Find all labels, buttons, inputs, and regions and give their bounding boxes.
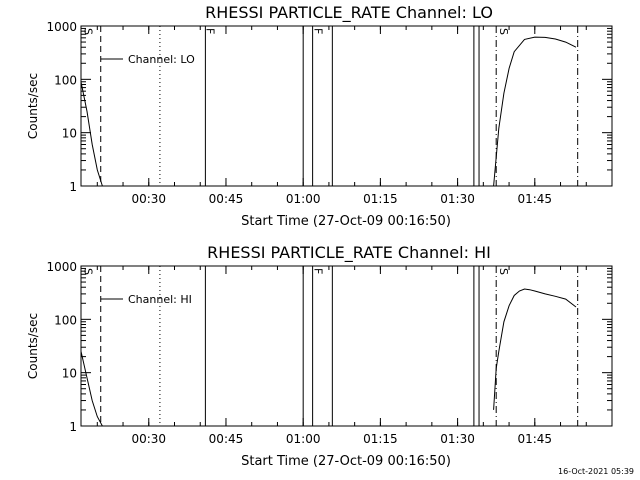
axis-ticks-lo: 00:30 00:45 01:00 01:15 01:30 01:45 1 10 100 1000 [46, 20, 613, 206]
y-tick-label: 10 [62, 127, 77, 141]
legend-lo: Channel: LO [101, 53, 195, 66]
flag-label: S [82, 268, 95, 275]
y-tick-label: 1 [69, 180, 77, 194]
x-tick-label: 00:30 [131, 432, 166, 446]
x-tick-label: 01:45 [517, 192, 552, 206]
y-tick-label: 1 [69, 420, 77, 434]
panel-hi: RHESSI PARTICLE_RATE Channel: HI Counts/… [26, 243, 613, 469]
y-tick-label: 1000 [46, 20, 77, 34]
series-segment [80, 81, 103, 187]
x-axis-label-hi: Start Time (27-Oct-09 00:16:50) [241, 454, 451, 469]
plot-frame-lo [80, 25, 613, 187]
series-segment [80, 351, 103, 427]
flag-label: F [311, 268, 324, 274]
x-tick-label: 00:45 [209, 192, 244, 206]
y-axis-label-hi: Counts/sec [26, 313, 40, 379]
flag-label: S [497, 268, 510, 275]
axis-ticks-hi: 00:30 00:45 01:00 01:15 01:30 01:45 1 10 100 1000 [46, 260, 613, 446]
flag-label: F [311, 28, 324, 34]
x-tick-label: 01:45 [517, 432, 552, 446]
x-tick-label: 01:00 [286, 192, 321, 206]
x-tick-label: 01:15 [363, 432, 398, 446]
x-axis-label-lo: Start Time (27-Oct-09 00:16:50) [241, 214, 451, 229]
y-axis-label-lo: Counts/sec [26, 73, 40, 139]
y-tick-label: 10 [62, 367, 77, 381]
generation-timestamp: 16-Oct-2021 05:39 [558, 467, 634, 476]
y-tick-label: 100 [54, 73, 77, 87]
x-tick-label: 00:30 [131, 192, 166, 206]
x-tick-label: 01:30 [440, 192, 475, 206]
event-markers-hi [100, 266, 579, 426]
legend-label-lo: Channel: LO [128, 53, 195, 66]
x-tick-label: 01:30 [440, 432, 475, 446]
series-segment [493, 36, 577, 187]
chart-title-lo: RHESSI PARTICLE_RATE Channel: LO [205, 3, 493, 23]
legend-label-hi: Channel: HI [128, 293, 192, 306]
legend-hi: Channel: HI [101, 293, 192, 306]
flag-label: F [203, 28, 216, 34]
flag-label: S [497, 28, 510, 35]
x-tick-label: 01:00 [286, 432, 321, 446]
x-tick-label: 00:45 [209, 432, 244, 446]
x-tick-label: 01:15 [363, 192, 398, 206]
event-markers-lo [100, 26, 579, 186]
flag-label: S [82, 28, 95, 35]
y-tick-label: 1000 [46, 260, 77, 274]
chart-title-hi: RHESSI PARTICLE_RATE Channel: HI [207, 243, 491, 263]
series-segment [493, 288, 577, 410]
series-lines-hi [80, 288, 577, 427]
series-lines-lo [80, 36, 577, 187]
panel-lo: RHESSI PARTICLE_RATE Channel: LO Counts/… [26, 3, 613, 229]
plot-frame-hi [80, 265, 613, 427]
y-tick-label: 100 [54, 313, 77, 327]
